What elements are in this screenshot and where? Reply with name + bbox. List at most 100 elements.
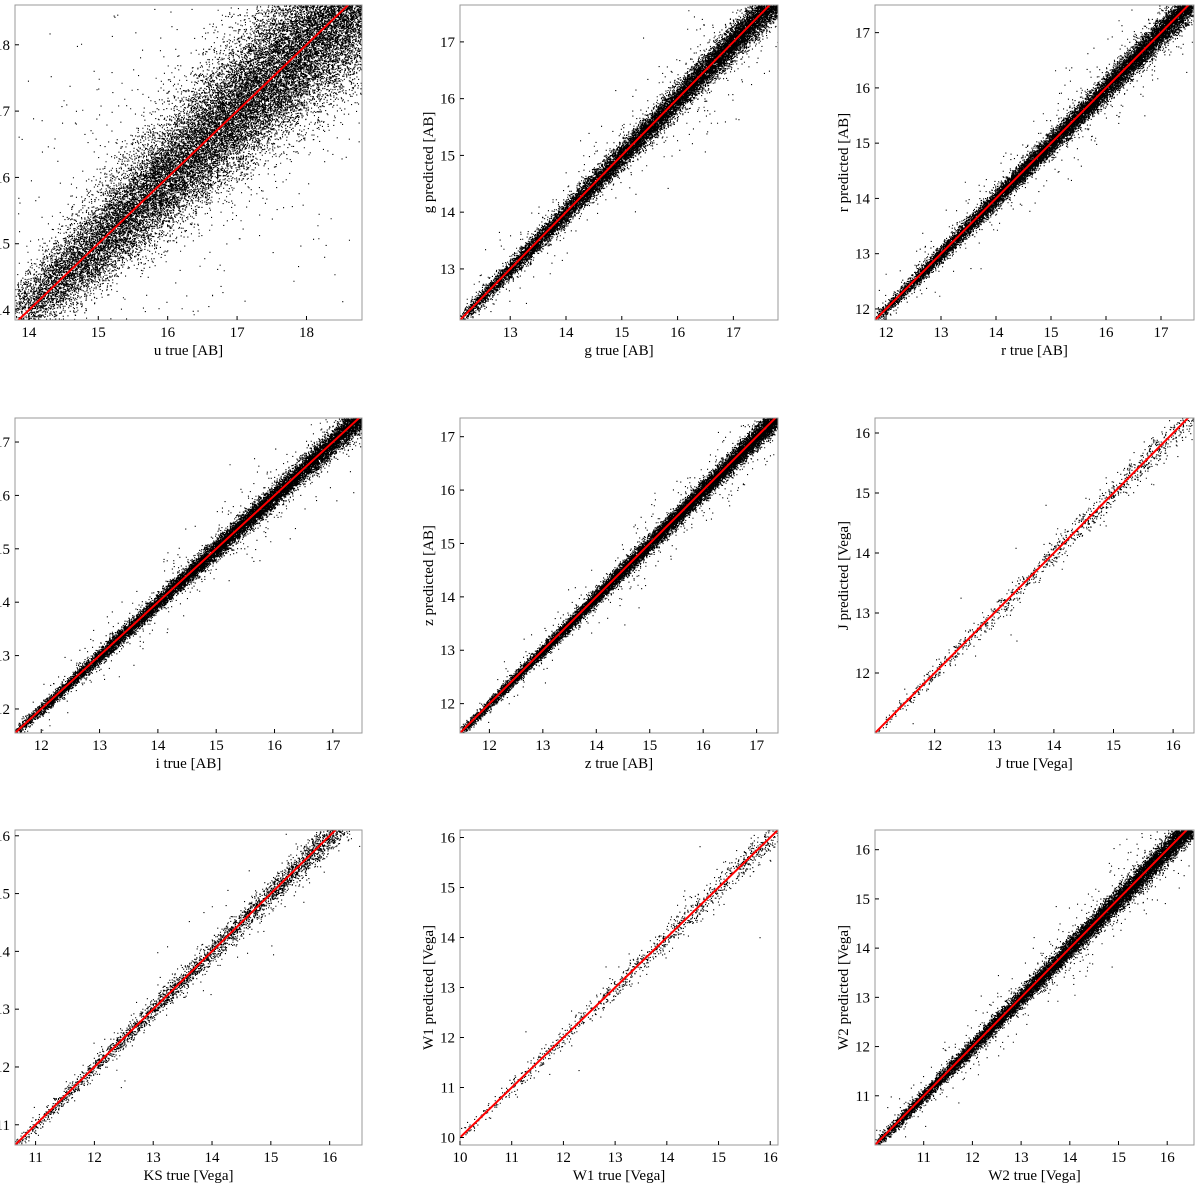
x-tick-label: 12 xyxy=(927,738,942,754)
y-tick-label: 12 xyxy=(855,1040,870,1056)
x-tick-label: 17 xyxy=(230,325,246,341)
y-tick-label: 10 xyxy=(440,1131,455,1147)
scatter-panel-KS: 111213141516111213141516KS true [Vega]KS… xyxy=(0,804,362,1184)
x-tick-label: 13 xyxy=(608,1150,623,1166)
x-tick-label: 12 xyxy=(482,738,497,754)
x-tick-label: 14 xyxy=(989,325,1005,341)
scatter-panel-i: 121314151617121314151617i true [AB]i pre… xyxy=(0,415,363,772)
x-tick-label: 15 xyxy=(711,1150,726,1166)
x-tick-label: 16 xyxy=(670,325,686,341)
y-tick-label: 15 xyxy=(0,542,10,558)
y-axis-label-W1: W1 predicted [Vega] xyxy=(421,925,437,1050)
x-tick-label: 12 xyxy=(87,1150,102,1166)
x-tick-label: 16 xyxy=(1099,325,1115,341)
y-tick-label: 14 xyxy=(855,941,871,957)
x-tick-label: 15 xyxy=(642,738,657,754)
y-tick-label: 14 xyxy=(0,303,11,319)
x-tick-label: 14 xyxy=(205,1150,221,1166)
y-tick-label: 11 xyxy=(0,1118,10,1134)
x-tick-label: 14 xyxy=(150,738,166,754)
y-tick-label: 17 xyxy=(440,430,456,446)
x-tick-label: 16 xyxy=(160,325,176,341)
x-tick-label: 17 xyxy=(1154,325,1170,341)
identity-line-i xyxy=(15,415,362,733)
x-axis-label-z: z true [AB] xyxy=(585,756,653,772)
scatter-points-g xyxy=(460,5,779,321)
x-tick-label: 16 xyxy=(322,1150,338,1166)
y-tick-label: 18 xyxy=(0,38,10,54)
y-tick-label: 15 xyxy=(855,486,870,502)
scatter-panel-u: 14151617181415161718u true [AB]u predict… xyxy=(0,0,363,359)
y-axis-label-r: r predicted [AB] xyxy=(836,113,852,212)
x-axis-label-W1: W1 true [Vega] xyxy=(573,1168,665,1184)
y-tick-label: 16 xyxy=(855,426,871,442)
x-tick-label: 17 xyxy=(325,738,341,754)
x-tick-label: 16 xyxy=(1166,738,1182,754)
y-tick-label: 11 xyxy=(856,1089,870,1105)
x-tick-label: 14 xyxy=(1046,738,1062,754)
y-tick-label: 13 xyxy=(440,643,455,659)
x-tick-label: 17 xyxy=(726,325,742,341)
identity-line-z xyxy=(460,415,778,733)
y-tick-label: 12 xyxy=(855,666,870,682)
y-tick-label: 15 xyxy=(440,148,455,164)
x-tick-label: 15 xyxy=(209,738,224,754)
x-tick-label: 16 xyxy=(696,738,712,754)
x-tick-label: 13 xyxy=(1014,1150,1029,1166)
x-tick-label: 15 xyxy=(614,325,629,341)
x-tick-label: 12 xyxy=(879,325,894,341)
x-axis-label-W2: W2 true [Vega] xyxy=(988,1168,1080,1184)
x-tick-label: 17 xyxy=(749,738,765,754)
x-tick-label: 11 xyxy=(916,1150,930,1166)
y-tick-label: 13 xyxy=(855,990,870,1006)
y-tick-label: 13 xyxy=(440,262,455,278)
y-tick-label: 16 xyxy=(0,170,11,186)
y-tick-label: 13 xyxy=(855,247,870,263)
y-tick-label: 14 xyxy=(0,595,11,611)
x-tick-label: 11 xyxy=(504,1150,518,1166)
x-tick-label: 12 xyxy=(34,738,49,754)
x-tick-label: 15 xyxy=(1111,1150,1126,1166)
x-tick-label: 13 xyxy=(92,738,107,754)
x-tick-label: 14 xyxy=(559,325,575,341)
x-tick-label: 14 xyxy=(1062,1150,1078,1166)
x-tick-label: 16 xyxy=(763,1150,779,1166)
y-tick-label: 11 xyxy=(441,1081,455,1097)
y-tick-label: 13 xyxy=(0,649,10,665)
x-tick-label: 15 xyxy=(1106,738,1121,754)
y-tick-label: 15 xyxy=(855,892,870,908)
x-tick-label: 12 xyxy=(556,1150,571,1166)
y-axis-label-z: z predicted [AB] xyxy=(421,525,437,626)
x-axis-label-J: J true [Vega] xyxy=(996,756,1073,772)
y-axis-label-W2: W2 predicted [Vega] xyxy=(836,925,852,1050)
y-tick-label: 15 xyxy=(440,881,455,897)
y-tick-label: 16 xyxy=(855,843,871,859)
y-tick-label: 15 xyxy=(0,237,10,253)
y-tick-label: 17 xyxy=(0,104,11,120)
scatter-points-W2 xyxy=(875,830,1195,1146)
y-tick-label: 12 xyxy=(0,702,10,718)
identity-line-W1 xyxy=(460,830,778,1138)
x-tick-label: 13 xyxy=(987,738,1002,754)
y-tick-label: 14 xyxy=(440,590,456,606)
x-tick-label: 14 xyxy=(589,738,605,754)
scatter-points-r xyxy=(876,5,1195,321)
x-tick-label: 15 xyxy=(263,1150,278,1166)
y-tick-label: 13 xyxy=(0,1002,10,1018)
y-tick-label: 14 xyxy=(855,191,871,207)
y-tick-label: 14 xyxy=(440,931,456,947)
x-tick-label: 16 xyxy=(267,738,283,754)
y-tick-label: 16 xyxy=(0,829,11,845)
y-tick-label: 17 xyxy=(855,26,871,42)
y-tick-label: 13 xyxy=(440,981,455,997)
x-tick-label: 10 xyxy=(453,1150,468,1166)
scatter-points-z xyxy=(460,418,779,734)
y-tick-label: 17 xyxy=(0,435,11,451)
x-axis-label-u: u true [AB] xyxy=(154,343,223,359)
x-tick-label: 13 xyxy=(503,325,518,341)
